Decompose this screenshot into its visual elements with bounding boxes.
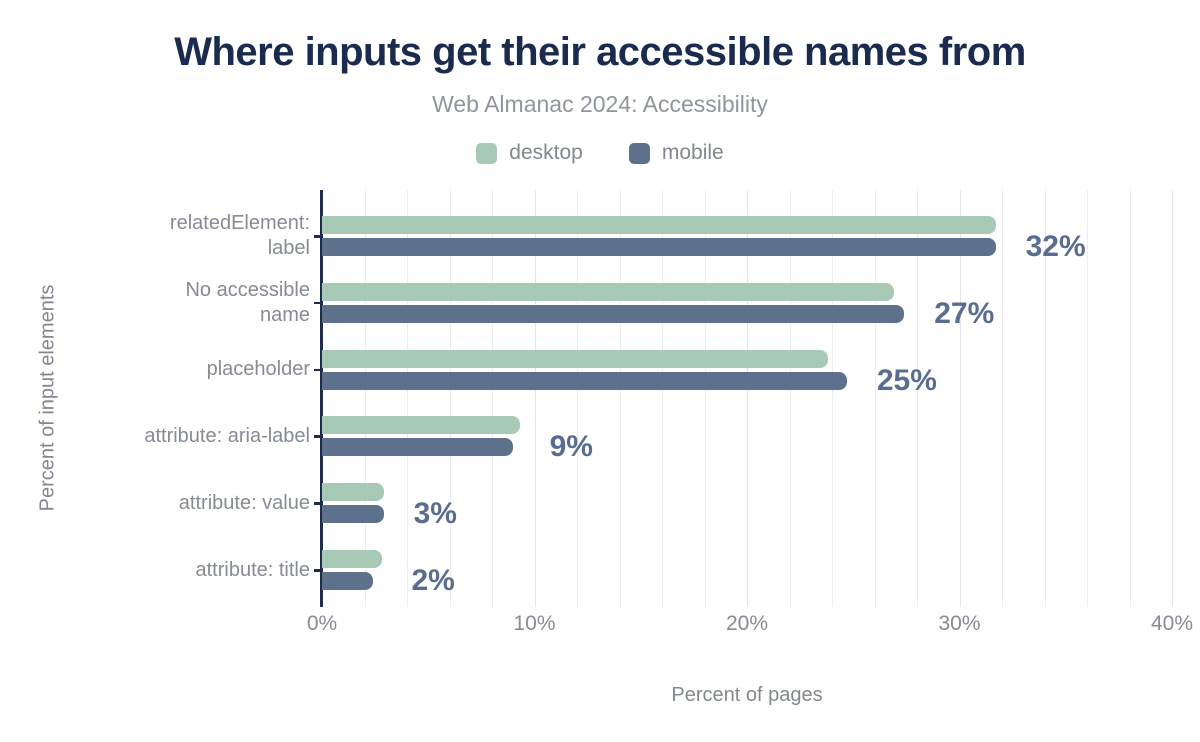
bar-mobile (322, 238, 996, 256)
gridline (1044, 190, 1046, 607)
gridline (747, 190, 748, 607)
value-label: 32% (1025, 230, 1086, 263)
gridline (917, 190, 918, 607)
x-tick-label: 0% (306, 612, 338, 635)
bar-mobile (322, 304, 905, 323)
value-label: 9% (549, 430, 593, 464)
gridline (704, 190, 706, 607)
x-tick-label: 40% (1150, 612, 1194, 635)
gridline (789, 190, 791, 607)
category-tick (314, 301, 320, 305)
bar-desktop (322, 550, 382, 568)
value-label: 2% (411, 564, 455, 597)
gridline (1002, 190, 1003, 607)
gridline (1129, 190, 1131, 607)
bar-desktop (322, 416, 520, 435)
category-tick (314, 502, 320, 505)
value-label: 27% (934, 296, 995, 330)
legend-item-desktop[interactable]: desktop (476, 141, 583, 165)
bar-mobile (322, 371, 847, 390)
category-label: No accessible name (185, 278, 310, 326)
category-label: relatedElement: label (169, 212, 310, 259)
gridline (492, 190, 493, 607)
category-label: attribute: aria-label (144, 424, 310, 447)
bar-desktop (322, 349, 828, 368)
y-axis-line (320, 190, 323, 607)
gridline (874, 190, 876, 607)
gridline (364, 190, 366, 607)
bar-desktop (322, 282, 894, 301)
mobile-swatch-icon (628, 142, 650, 164)
bar-desktop (322, 483, 384, 502)
page-title: Where inputs get their accessible names … (174, 30, 1026, 74)
plot-area: 0% 10% 20% 30% 40% relatedElement: label 32% No … (144, 190, 1193, 635)
x-axis-title: Percent of pages (671, 684, 823, 706)
gridline (534, 190, 536, 607)
category-label: attribute: title (195, 558, 310, 581)
legend-label-desktop: desktop (509, 141, 583, 164)
legend-item-mobile[interactable]: mobile (628, 141, 724, 165)
category-label: placeholder (206, 358, 310, 381)
gridline (407, 190, 408, 607)
category-tick (314, 435, 320, 438)
value-label: 25% (876, 363, 937, 397)
category-tick (314, 235, 320, 238)
category-tick (314, 569, 320, 572)
bar-mobile (322, 438, 514, 457)
x-tick-label: 10% (513, 612, 556, 635)
gridline (832, 190, 833, 607)
gridline (1087, 190, 1088, 607)
gridline (449, 190, 451, 607)
gridline (619, 190, 621, 607)
category-tick (314, 368, 320, 372)
bar-desktop (322, 216, 996, 234)
x-tick-label: 20% (725, 612, 769, 635)
chart-subtitle: Web Almanac 2024: Accessibility (432, 91, 768, 117)
legend: desktop mobile (0, 141, 1200, 165)
gridline (577, 190, 578, 607)
category-label: attribute: value (178, 491, 310, 514)
gridline (1172, 190, 1173, 607)
bar-mobile (322, 572, 373, 590)
value-label: 3% (413, 497, 457, 531)
y-axis-title: Percent of input elements (36, 284, 59, 512)
gridline (959, 190, 961, 607)
legend-label-mobile: mobile (661, 141, 724, 164)
gridline (662, 190, 663, 607)
x-tick-label: 30% (938, 612, 981, 635)
bar-mobile (322, 505, 384, 524)
desktop-swatch-icon (476, 142, 498, 164)
